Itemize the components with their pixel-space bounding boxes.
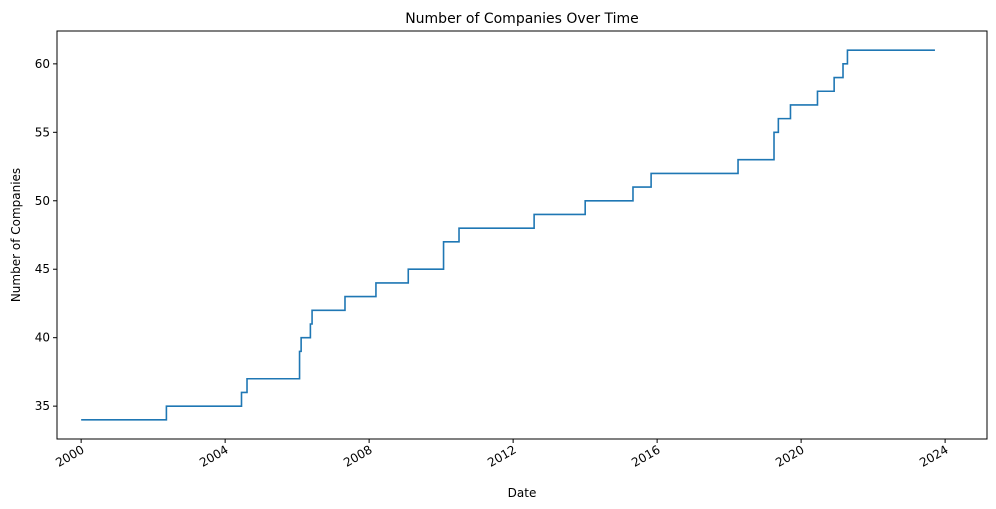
- y-tick-label: 55: [35, 125, 50, 139]
- series-line: [81, 49, 935, 421]
- y-axis-label: Number of Companies: [9, 168, 23, 302]
- y-tick-label: 60: [35, 57, 50, 71]
- y-tick-label: 35: [35, 399, 50, 413]
- y-tick-label: 40: [35, 331, 50, 345]
- series-layer: [81, 49, 935, 421]
- x-axis-label: Date: [508, 486, 537, 500]
- y-axis: 35 40 45 50 55 60: [35, 57, 57, 413]
- y-tick-label: 50: [35, 194, 50, 208]
- chart-title: Number of Companies Over Time: [405, 11, 639, 27]
- plot-area: [56, 30, 988, 440]
- y-tick-label: 45: [35, 262, 50, 276]
